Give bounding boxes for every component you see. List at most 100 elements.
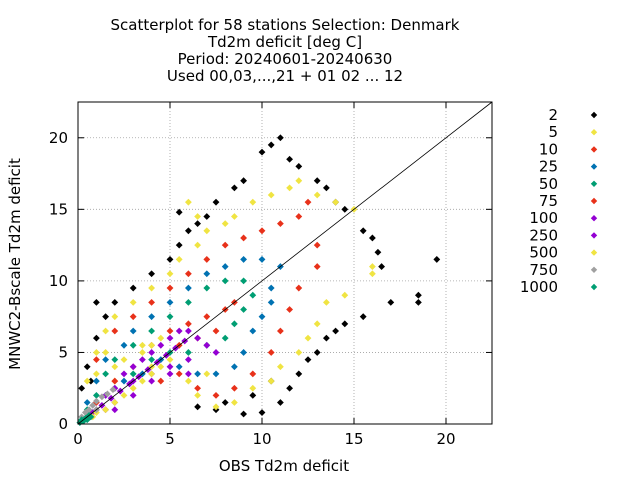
data-point-2 (378, 263, 385, 270)
data-point-10 (175, 370, 183, 378)
data-point-5 (129, 298, 137, 306)
data-point-25 (185, 284, 192, 292)
data-point-2 (93, 298, 100, 306)
y-tick-label: 0 (58, 415, 68, 433)
data-point-10 (157, 377, 165, 385)
data-point-100 (129, 363, 137, 371)
data-point-50 (129, 370, 137, 378)
data-point-100 (166, 363, 174, 371)
data-point-2 (295, 370, 303, 378)
axes: 0 5 10 15 20 0 5 10 15 20 (49, 101, 493, 448)
data-point-25 (194, 370, 201, 378)
data-point-25 (83, 399, 91, 406)
legend-marker (590, 180, 598, 187)
legend-marker (590, 146, 598, 153)
data-point-750 (109, 386, 117, 394)
legend-label: 5 (548, 123, 558, 141)
data-point-5 (231, 213, 238, 220)
data-point-25 (120, 377, 128, 385)
data-point-500 (102, 349, 109, 356)
data-point-2 (148, 270, 155, 278)
data-point-5 (139, 341, 146, 349)
data-point-10 (194, 384, 201, 392)
title-line: Scatterplot for 58 stations Selection: D… (111, 16, 460, 34)
legend-label: 50 (539, 175, 558, 193)
data-point-5 (313, 191, 321, 199)
data-point-2 (258, 409, 266, 416)
data-point-25 (258, 256, 266, 263)
data-point-500 (93, 370, 100, 378)
data-point-25 (221, 263, 229, 270)
data-marks (76, 134, 441, 426)
data-point-5 (111, 313, 119, 321)
data-point-25 (148, 313, 155, 321)
data-point-50 (93, 391, 100, 399)
data-point-500 (120, 391, 128, 399)
data-point-2 (240, 177, 247, 185)
data-point-10 (313, 241, 321, 249)
data-point-500 (102, 406, 109, 414)
data-point-500 (139, 349, 146, 356)
data-point-2 (332, 327, 339, 335)
data-point-5 (313, 320, 321, 328)
data-point-5 (148, 284, 155, 292)
data-point-50 (185, 298, 192, 306)
data-point-25 (166, 298, 174, 306)
data-point-2 (93, 334, 100, 342)
legend-marker (590, 215, 598, 222)
data-point-5 (249, 198, 257, 206)
data-point-100 (148, 349, 155, 356)
data-point-2 (194, 403, 201, 411)
data-point-2 (221, 399, 229, 406)
data-point-2 (341, 205, 349, 213)
data-point-2 (369, 234, 376, 242)
data-point-10 (267, 349, 275, 356)
title-line: Td2m deficit [deg C] (207, 33, 362, 51)
data-point-5 (304, 334, 312, 342)
data-point-100 (120, 370, 128, 378)
data-point-2 (313, 177, 321, 185)
data-point-10 (111, 327, 119, 335)
data-point-500 (148, 341, 155, 349)
legend-marker (590, 197, 598, 205)
legend-label: 500 (529, 244, 558, 262)
data-point-10 (231, 384, 238, 392)
data-point-50 (240, 277, 247, 285)
data-point-750 (104, 390, 111, 398)
plot-frame (77, 101, 493, 425)
data-point-100 (194, 334, 201, 342)
data-point-2 (323, 184, 330, 192)
data-point-5 (93, 349, 100, 356)
data-point-100 (157, 341, 165, 349)
data-point-5 (221, 220, 229, 228)
data-point-2 (295, 163, 303, 170)
data-point-2 (304, 356, 312, 363)
data-point-25 (267, 284, 275, 292)
data-point-5 (175, 256, 183, 263)
data-point-2 (277, 134, 284, 142)
data-point-75 (166, 327, 174, 335)
data-point-750 (85, 406, 93, 414)
data-point-5 (295, 177, 303, 185)
data-point-100 (203, 341, 211, 349)
data-point-2 (102, 313, 109, 321)
legend-label: 25 (539, 158, 558, 176)
data-point-500 (157, 363, 165, 371)
data-point-5 (249, 384, 257, 392)
legend-label: 250 (529, 226, 558, 244)
data-point-250 (129, 391, 137, 399)
data-point-500 (148, 370, 155, 378)
data-point-500 (185, 377, 192, 385)
y-tick-label: 10 (49, 272, 68, 290)
data-point-5 (267, 191, 275, 199)
data-point-100 (185, 356, 192, 363)
data-point-2 (286, 384, 293, 392)
legend-marker (590, 232, 598, 239)
legend-label: 75 (539, 192, 558, 210)
data-point-25 (240, 256, 247, 263)
data-point-50 (221, 277, 229, 285)
data-point-5 (369, 263, 376, 270)
data-point-750 (93, 397, 100, 405)
data-point-10 (148, 298, 155, 306)
